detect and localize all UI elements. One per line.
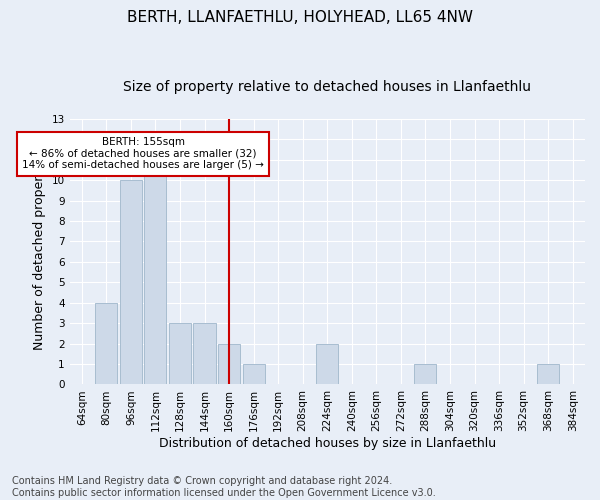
Bar: [120, 180, 142, 384]
Bar: [169, 323, 191, 384]
Text: BERTH: 155sqm
← 86% of detached houses are smaller (32)
14% of semi-detached hou: BERTH: 155sqm ← 86% of detached houses a…: [22, 137, 264, 170]
Bar: [145, 160, 166, 384]
Bar: [193, 323, 215, 384]
Bar: [316, 344, 338, 384]
Bar: [415, 364, 436, 384]
X-axis label: Distribution of detached houses by size in Llanfaethlu: Distribution of detached houses by size …: [158, 437, 496, 450]
Bar: [537, 364, 559, 384]
Text: BERTH, LLANFAETHLU, HOLYHEAD, LL65 4NW: BERTH, LLANFAETHLU, HOLYHEAD, LL65 4NW: [127, 10, 473, 25]
Bar: [95, 302, 118, 384]
Title: Size of property relative to detached houses in Llanfaethlu: Size of property relative to detached ho…: [123, 80, 531, 94]
Bar: [218, 344, 240, 384]
Text: Contains HM Land Registry data © Crown copyright and database right 2024.
Contai: Contains HM Land Registry data © Crown c…: [12, 476, 436, 498]
Bar: [242, 364, 265, 384]
Y-axis label: Number of detached properties: Number of detached properties: [33, 153, 46, 350]
